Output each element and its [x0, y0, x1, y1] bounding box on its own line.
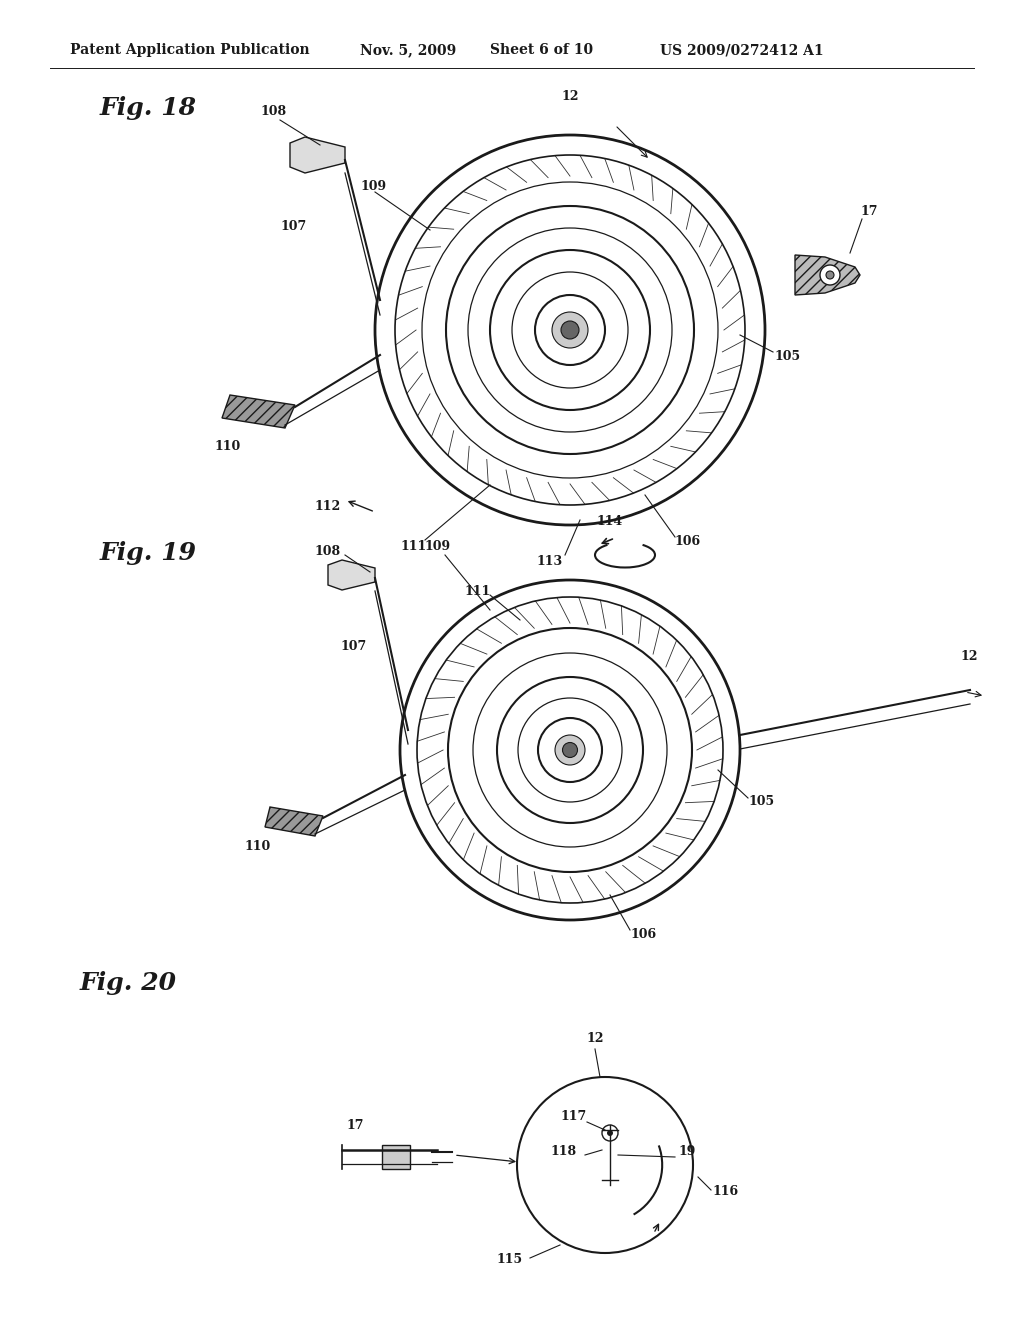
- Text: 108: 108: [260, 106, 286, 117]
- Circle shape: [826, 271, 834, 279]
- Text: 110: 110: [215, 440, 242, 453]
- Text: 105: 105: [775, 350, 801, 363]
- Text: 115: 115: [497, 1253, 523, 1266]
- Circle shape: [562, 742, 578, 758]
- Text: 12: 12: [587, 1032, 604, 1045]
- Text: 113: 113: [537, 554, 563, 568]
- Circle shape: [820, 265, 840, 285]
- Text: 111: 111: [465, 585, 492, 598]
- Bar: [382, 1144, 410, 1170]
- Text: Nov. 5, 2009: Nov. 5, 2009: [360, 44, 457, 57]
- Text: 112: 112: [315, 500, 341, 513]
- Text: 106: 106: [630, 928, 656, 941]
- Circle shape: [561, 321, 579, 339]
- Text: 17: 17: [860, 205, 878, 218]
- Text: Fig. 18: Fig. 18: [100, 96, 197, 120]
- Text: US 2009/0272412 A1: US 2009/0272412 A1: [660, 44, 823, 57]
- Text: 106: 106: [675, 535, 701, 548]
- Text: 107: 107: [340, 640, 367, 653]
- Text: 118: 118: [550, 1144, 577, 1158]
- Text: Sheet 6 of 10: Sheet 6 of 10: [490, 44, 593, 57]
- Text: 117: 117: [560, 1110, 587, 1123]
- Text: 108: 108: [315, 545, 341, 558]
- Polygon shape: [265, 807, 323, 836]
- Polygon shape: [222, 395, 295, 428]
- Text: 107: 107: [280, 220, 306, 234]
- Polygon shape: [290, 137, 345, 173]
- Text: 12: 12: [561, 90, 579, 103]
- Text: Fig. 19: Fig. 19: [100, 541, 197, 565]
- Circle shape: [607, 1130, 613, 1137]
- Circle shape: [555, 735, 585, 766]
- Text: Patent Application Publication: Patent Application Publication: [70, 44, 309, 57]
- Text: Fig. 20: Fig. 20: [80, 972, 177, 995]
- Text: 111: 111: [400, 540, 426, 553]
- Text: 105: 105: [748, 795, 774, 808]
- Polygon shape: [328, 560, 375, 590]
- Text: 110: 110: [245, 840, 271, 853]
- Text: 116: 116: [713, 1185, 739, 1199]
- Text: 19: 19: [678, 1144, 695, 1158]
- Text: 109: 109: [425, 540, 452, 553]
- Text: 12: 12: [961, 649, 978, 663]
- Polygon shape: [795, 255, 860, 294]
- Text: 114: 114: [597, 515, 624, 528]
- Circle shape: [552, 312, 588, 348]
- Text: 17: 17: [347, 1119, 365, 1133]
- Text: 109: 109: [360, 180, 386, 193]
